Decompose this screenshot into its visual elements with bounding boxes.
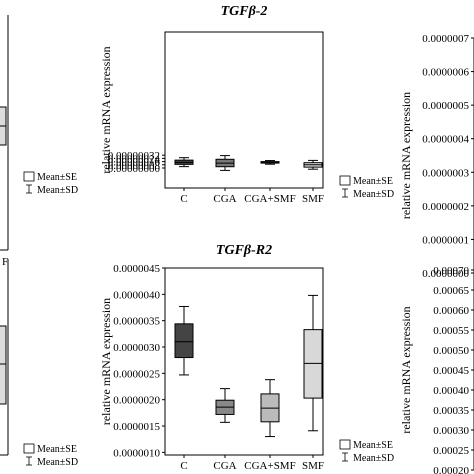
legend-sd-label-1: Mean±SD	[353, 189, 394, 200]
chart-title-4: TGFβ-R2	[216, 243, 272, 258]
y-tick-label-4-2: 0.0000020	[113, 395, 160, 407]
y-tick-label-5-8: 0.00060	[433, 305, 469, 317]
x-tick-label-1-1: CGA	[213, 193, 236, 205]
x-tick-label-4-1: CGA	[213, 460, 236, 472]
y-tick-label-1-0: 0.00000000	[108, 163, 161, 175]
y-tick-label-4-5: 0.0000035	[113, 316, 160, 328]
plot-frame-1	[164, 31, 324, 189]
chart-title-1: TGFβ-2	[221, 4, 268, 19]
y-tick-label-2-2: 0.0000002	[422, 201, 469, 213]
y-tick-label-2-1: 0.0000001	[422, 234, 469, 246]
legend-se-label-1: Mean±SE	[353, 176, 393, 187]
x-tick-label-4-3: SMF	[302, 460, 324, 472]
legend-sd-label-4: Mean±SD	[353, 453, 394, 464]
legend-se-label-0: Mean±SE	[37, 172, 77, 183]
y-tick-label-2-0: 0.0000000	[422, 268, 469, 280]
y-tick-label-5-6: 0.00050	[433, 345, 469, 357]
y-tick-label-5-2: 0.00030	[433, 425, 469, 437]
y-tick-label-2-6: 0.0000006	[422, 67, 469, 79]
x-tick-label-4-0: C	[180, 460, 187, 472]
legend-se-swatch-1	[339, 175, 351, 186]
y-tick-label-4-0: 0.0000010	[113, 447, 160, 459]
y-tick-label-5-10: 0.00070	[433, 265, 469, 277]
y-tick-label-2-7: 0.0000007	[422, 33, 469, 45]
legend-se-label-3: Mean±SE	[37, 444, 77, 455]
y-tick-label-2-5: 0.0000005	[422, 100, 469, 112]
box-fragment-3	[0, 325, 7, 405]
y-tick-label-1-2: 0.00000016	[108, 157, 161, 169]
y-tick-label-4-4: 0.0000030	[113, 342, 160, 354]
y-tick-label-5-4: 0.00040	[433, 385, 469, 397]
x-tick-label-1-0: C	[180, 193, 187, 205]
y-tick-label-4-7: 0.0000045	[113, 263, 160, 275]
plot-frame-4	[164, 267, 324, 456]
box-4-0	[174, 323, 194, 359]
y-tick-label-4-1: 0.0000015	[113, 421, 160, 433]
legend-sd-label-3: Mean±SD	[37, 457, 78, 468]
y-tick-label-1-1: 0.00000008	[108, 160, 161, 172]
y-tick-label-1-4: 0.00000032	[108, 150, 160, 162]
legend-sd-label-0: Mean±SD	[37, 185, 78, 196]
y-tick-label-5-3: 0.00035	[433, 405, 469, 417]
x-tick-label-4-2: CGA+SMF	[244, 460, 295, 472]
y-axis-label-1: relative mRNA expression	[99, 46, 113, 173]
y-tick-label-5-7: 0.00055	[433, 325, 469, 337]
y-tick-label-2-3: 0.0000003	[422, 167, 469, 179]
y-axis-label-5: relative mRNA expression	[399, 306, 413, 433]
y-tick-label-2-4: 0.0000004	[422, 134, 469, 146]
y-axis-label-4: relative mRNA expression	[99, 298, 113, 425]
y-tick-label-5-9: 0.00065	[433, 285, 469, 297]
legend-se-swatch-3	[23, 443, 35, 454]
legend-se-label-4: Mean±SE	[353, 440, 393, 451]
y-tick-label-4-3: 0.0000025	[113, 368, 160, 380]
legend-se-swatch-4	[339, 439, 351, 450]
y-tick-label-5-1: 0.00025	[433, 445, 469, 457]
y-tick-label-5-0: 0.00020	[433, 465, 469, 474]
y-axis-label-2: relative mRNA expression	[399, 92, 413, 219]
box-4-3	[303, 329, 323, 399]
y-tick-label-5-5: 0.00045	[433, 365, 469, 377]
y-tick-label-1-3: 0.00000024	[108, 153, 161, 165]
y-tick-label-4-6: 0.0000040	[113, 289, 160, 301]
x-tick-label-1-2: CGA+SMF	[244, 193, 295, 205]
legend-se-swatch-0	[23, 171, 35, 182]
x-tick-label-fragment-0: F	[2, 256, 8, 268]
x-tick-label-1-3: SMF	[302, 193, 324, 205]
